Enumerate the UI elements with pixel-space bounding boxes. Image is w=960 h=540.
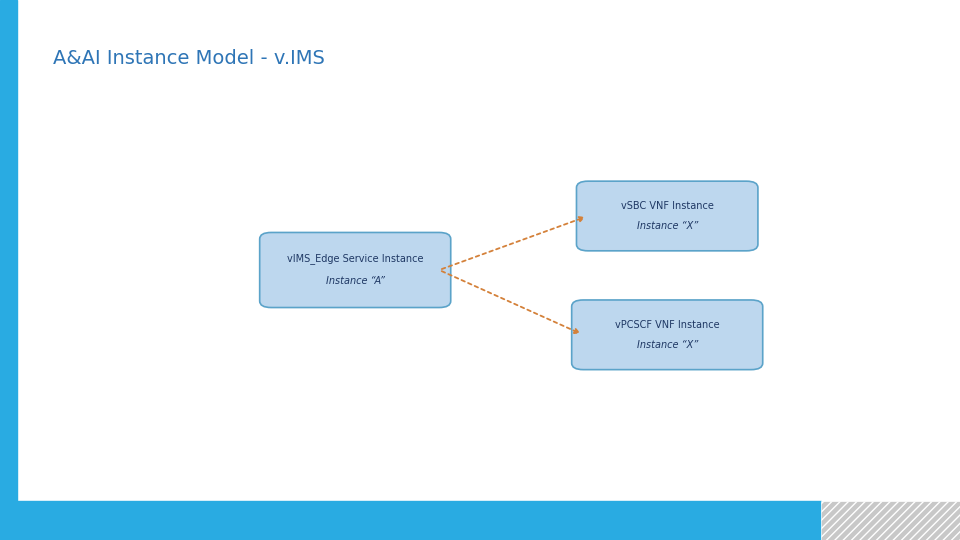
- Text: Instance “X”: Instance “X”: [636, 340, 698, 350]
- FancyBboxPatch shape: [259, 232, 450, 308]
- Text: A&AI Instance Model - v.IMS: A&AI Instance Model - v.IMS: [53, 49, 324, 68]
- Text: FOUNDATION: FOUNDATION: [76, 503, 129, 512]
- FancyBboxPatch shape: [571, 300, 762, 369]
- Bar: [32, 505, 40, 510]
- Text: LINUX: LINUX: [58, 503, 84, 512]
- Text: vIMS_Edge Service Instance: vIMS_Edge Service Instance: [287, 253, 423, 264]
- FancyBboxPatch shape: [576, 181, 757, 251]
- Text: vSBC VNF Instance: vSBC VNF Instance: [621, 201, 713, 211]
- Text: 16: 16: [33, 517, 43, 525]
- Text: vPCSCF VNF Instance: vPCSCF VNF Instance: [615, 320, 719, 329]
- Text: Instance “A”: Instance “A”: [325, 276, 385, 286]
- Text: THE: THE: [44, 503, 61, 512]
- Text: Instance “X”: Instance “X”: [636, 221, 698, 231]
